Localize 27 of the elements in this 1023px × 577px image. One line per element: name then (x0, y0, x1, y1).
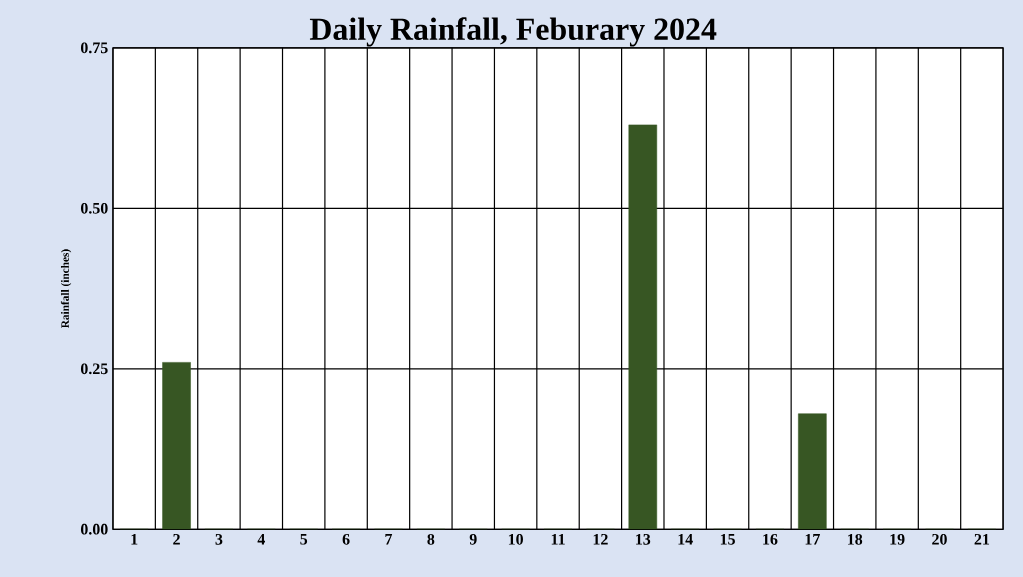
x-tick-label: 7 (385, 533, 393, 545)
x-tick-label: 14 (678, 533, 693, 545)
x-tick-label: 13 (636, 533, 651, 545)
x-tick-label: 4 (257, 533, 265, 545)
y-axis-title: Rainfall (inches) (60, 249, 72, 329)
y-tick-label: 0.50 (80, 202, 108, 214)
x-tick-label: 11 (551, 533, 565, 545)
x-tick-label: 12 (593, 533, 608, 545)
x-tick-label: 18 (848, 533, 863, 545)
x-tick-label: 1 (131, 533, 138, 545)
x-tick-label: 21 (974, 533, 990, 545)
x-tick-label: 3 (215, 533, 223, 545)
x-tick-label: 9 (469, 533, 477, 545)
x-tick-label: 20 (932, 533, 947, 545)
x-tick-label: 6 (342, 533, 350, 545)
y-tick-label: 0.00 (80, 523, 108, 535)
x-tick-label: 10 (508, 533, 523, 545)
y-tick-label: 0.25 (80, 363, 108, 375)
y-tick-label: 0.75 (80, 42, 108, 54)
x-tick-label: 15 (720, 533, 735, 545)
x-tick-label: 2 (173, 533, 180, 545)
x-tick-label: 8 (427, 533, 435, 545)
x-tick-label: 17 (805, 533, 820, 545)
x-tick-label: 16 (763, 533, 778, 545)
x-tick-label: 19 (890, 533, 905, 545)
x-tick-label: 5 (300, 533, 308, 545)
chart-title: Daily Rainfall, Feburary 2024 (309, 17, 717, 47)
